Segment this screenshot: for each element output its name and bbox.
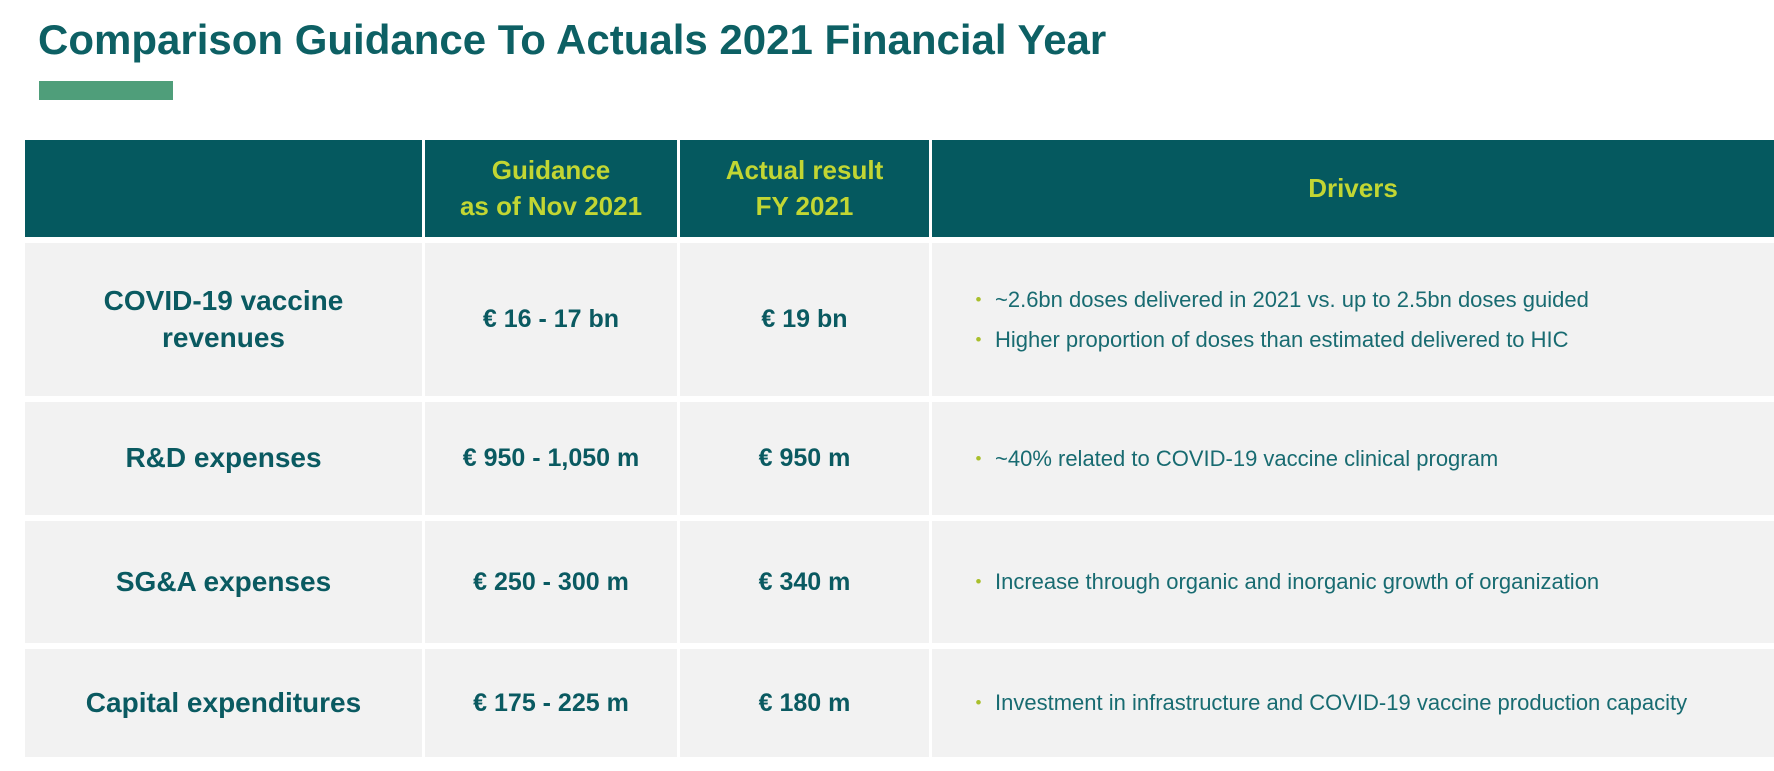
row-drivers-sga-expenses: • Increase through organic and inorganic…: [932, 521, 1774, 643]
comparison-table: Guidance as of Nov 2021 Actual result FY…: [25, 140, 1774, 757]
row-guidance-sga-expenses: € 250 - 300 m: [425, 521, 677, 643]
row-actual-capex: € 180 m: [680, 649, 929, 757]
row-label-capex: Capital expenditures: [25, 649, 422, 757]
header-cell-actual: Actual result FY 2021: [680, 140, 929, 237]
row-label-rd-expenses: R&D expenses: [25, 402, 422, 515]
row-label-covid-revenues: COVID-19 vaccine revenues: [25, 243, 422, 396]
driver-text: ~40% related to COVID-19 vaccine clinica…: [995, 445, 1499, 471]
bullet-icon: •: [975, 330, 982, 349]
row-actual-sga-expenses: € 340 m: [680, 521, 929, 643]
drivers-list: • ~40% related to COVID-19 vaccine clini…: [962, 445, 1499, 473]
bullet-icon: •: [975, 572, 982, 592]
row-actual-covid-revenues: € 19 bn: [680, 243, 929, 396]
driver-item: • Investment in infrastructure and COVID…: [962, 689, 1688, 717]
header-cell-drivers: Drivers: [932, 140, 1774, 237]
driver-item: • Increase through organic and inorganic…: [962, 568, 1600, 596]
drivers-list: • ~2.6bn doses delivered in 2021 vs. up …: [962, 286, 1589, 354]
row-drivers-covid-revenues: • ~2.6bn doses delivered in 2021 vs. up …: [932, 243, 1774, 396]
row-guidance-covid-revenues: € 16 - 17 bn: [425, 243, 677, 396]
bullet-icon: •: [975, 289, 982, 309]
driver-text: Increase through organic and inorganic g…: [995, 569, 1600, 595]
bullet-icon: •: [975, 693, 982, 713]
header-cell-metric: [25, 140, 422, 237]
row-guidance-capex: € 175 - 225 m: [425, 649, 677, 757]
driver-text: Investment in infrastructure and COVID-1…: [995, 690, 1688, 716]
row-guidance-rd-expenses: € 950 - 1,050 m: [425, 402, 677, 515]
bullet-icon: •: [975, 448, 982, 468]
accent-bar: [39, 81, 173, 100]
driver-text: ~2.6bn doses delivered in 2021 vs. up to…: [995, 286, 1589, 312]
driver-item: • ~40% related to COVID-19 vaccine clini…: [962, 445, 1499, 473]
driver-item: • Higher proportion of doses than estima…: [962, 326, 1589, 354]
row-drivers-rd-expenses: • ~40% related to COVID-19 vaccine clini…: [932, 402, 1774, 515]
page-title: Comparison Guidance To Actuals 2021 Fina…: [38, 16, 1107, 63]
row-drivers-capex: • Investment in infrastructure and COVID…: [932, 649, 1774, 757]
row-actual-rd-expenses: € 950 m: [680, 402, 929, 515]
driver-text: Higher proportion of doses than estimate…: [995, 327, 1569, 352]
driver-item: • ~2.6bn doses delivered in 2021 vs. up …: [962, 286, 1589, 314]
row-label-sga-expenses: SG&A expenses: [25, 521, 422, 643]
drivers-list: • Increase through organic and inorganic…: [962, 568, 1600, 596]
drivers-list: • Investment in infrastructure and COVID…: [962, 689, 1688, 717]
header-cell-guidance: Guidance as of Nov 2021: [425, 140, 677, 237]
